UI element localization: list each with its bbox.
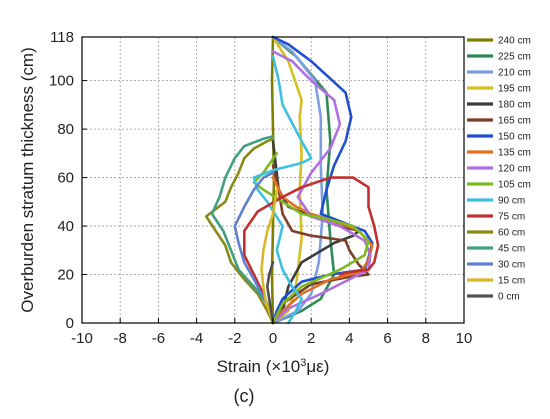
x-axis-title: Strain (×103με) (217, 357, 330, 376)
x-tick-label: 8 (422, 330, 430, 347)
x-tick-label: 6 (383, 330, 391, 347)
series-line-0-cm (266, 261, 275, 325)
legend-label: 30 cm (498, 260, 525, 271)
x-tick-label: 0 (269, 330, 277, 347)
y-tick-label: 60 (57, 170, 74, 187)
legend-label: 105 cm (498, 180, 531, 191)
legend: 240 cm 225 cm 210 cm 195 cm 180 cm 165 cm 150 … (467, 36, 531, 303)
y-axis-title: Overburden stratum thickness (cm) (18, 47, 37, 312)
legend-label: 75 cm (498, 212, 525, 223)
series-lines (204, 35, 380, 325)
legend-label: 15 cm (498, 276, 525, 287)
y-tick-label: 40 (57, 218, 74, 235)
legend-label: 240 cm (498, 36, 531, 47)
x-axis-title-suffix: με) (306, 357, 329, 376)
legend-label: 120 cm (498, 164, 531, 175)
legend-label: 195 cm (498, 84, 531, 95)
legend-label: 135 cm (498, 148, 531, 159)
x-axis-title-exponent: 3 (300, 357, 306, 369)
legend-label: 165 cm (498, 116, 531, 127)
series-line-60-cm (204, 137, 275, 325)
figure-caption: (c) (234, 386, 255, 406)
series-line-90-cm (252, 55, 313, 325)
y-tick-label: 80 (57, 121, 74, 138)
x-tick-label: 10 (456, 330, 473, 347)
y-tick-label: 100 (49, 73, 74, 90)
series-line-195-cm (271, 35, 303, 325)
legend-label: 60 cm (498, 228, 525, 239)
legend-label: 180 cm (498, 100, 531, 111)
y-tick-label: 20 (57, 267, 74, 284)
x-ticks: -10 -8 -6 -4 -2 0 2 4 6 8 10 (71, 318, 472, 347)
series-line-75-cm (243, 176, 380, 325)
y-tick-label: 118 (50, 29, 74, 46)
legend-label: 225 cm (498, 52, 531, 63)
x-tick-label: -8 (114, 330, 127, 347)
series-line-30-cm (233, 171, 275, 325)
y-ticks: 0 20 40 60 80 100 118 (49, 29, 87, 332)
x-tick-label: 2 (307, 330, 315, 347)
series-line-45-cm (210, 135, 275, 325)
legend-label: 0 cm (498, 292, 520, 303)
x-tick-label: -10 (71, 330, 93, 347)
x-tick-label: -2 (228, 330, 241, 347)
legend-label: 45 cm (498, 244, 525, 255)
x-tick-label: 4 (345, 330, 353, 347)
series-line-135-cm (271, 176, 374, 325)
legend-label: 210 cm (498, 68, 531, 79)
x-axis-title-prefix: Strain (×10 (217, 357, 301, 376)
series-line-15-cm (260, 188, 279, 325)
legend-label: 90 cm (498, 196, 525, 207)
legend-label: 150 cm (498, 132, 531, 143)
x-tick-label: -4 (190, 330, 203, 347)
y-tick-label: 0 (66, 315, 74, 332)
x-tick-label: -6 (152, 330, 165, 347)
